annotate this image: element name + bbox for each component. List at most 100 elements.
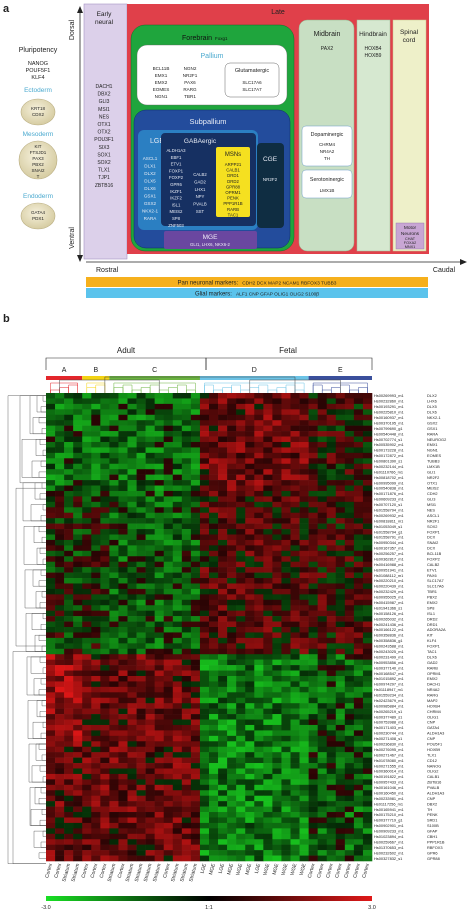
heatmap-cell	[55, 692, 65, 699]
heatmap-cell	[353, 561, 364, 568]
heatmap-cell	[91, 833, 101, 840]
heatmap-cell	[254, 621, 264, 628]
heatmap-cell	[344, 572, 355, 579]
heatmap-cell	[109, 806, 119, 813]
heatmap-cell	[362, 523, 373, 530]
heatmap-cell	[344, 561, 355, 568]
heatmap-cell	[263, 681, 273, 688]
heatmap-cell	[353, 779, 364, 786]
heatmap-cell	[55, 637, 65, 644]
heatmap-cell	[82, 512, 92, 519]
heatmap-cell	[362, 822, 373, 829]
heatmap-cell	[209, 730, 219, 737]
heatmap-cell	[82, 463, 92, 470]
heatmap-cell	[362, 556, 373, 562]
heatmap-cell	[290, 724, 300, 731]
heatmap-cell	[254, 719, 264, 726]
row-probe-label: Hs01053049_s1	[374, 524, 402, 529]
heatmap-cell	[218, 594, 228, 601]
heatmap-cell	[199, 545, 210, 552]
heatmap-cell	[353, 431, 364, 437]
heatmap-cell	[209, 529, 219, 535]
heatmap-cell	[281, 773, 291, 780]
heatmap-cell	[64, 692, 74, 699]
heatmap-cell	[163, 431, 174, 437]
row-gene-label: CDH2	[427, 491, 438, 496]
heatmap-cell	[91, 714, 101, 720]
heatmap-cell	[272, 447, 282, 454]
heatmap-cell	[308, 654, 318, 660]
heatmap-cell	[163, 714, 174, 720]
heatmap-cell	[199, 757, 210, 764]
heatmap-cell	[163, 425, 174, 432]
heatmap-cell	[344, 420, 355, 426]
heatmap-cell	[46, 839, 56, 845]
column-sample-label: Cortex	[316, 862, 326, 878]
heatmap-cell	[145, 724, 155, 731]
heatmap-cell	[73, 414, 83, 421]
heatmap-cell	[163, 534, 174, 541]
heatmap-cell	[281, 648, 291, 655]
heatmap-cell	[118, 496, 128, 503]
row-probe-label: Hs00360014_m1	[374, 769, 404, 774]
heatmap-cell	[245, 458, 255, 465]
heatmap-cell	[118, 719, 128, 726]
heatmap-cell	[199, 850, 210, 856]
heatmap-cell	[109, 550, 119, 557]
heatmap-cell	[326, 735, 337, 742]
heatmap-cell	[290, 730, 300, 737]
heatmap-cell	[64, 572, 74, 579]
heatmap-cell	[55, 855, 65, 862]
heatmap-cell	[154, 539, 165, 546]
heatmap-cell	[245, 768, 255, 775]
heatmap-cell	[326, 523, 337, 530]
cluster-bar	[82, 376, 110, 380]
heatmap-cell	[91, 741, 101, 748]
heatmap-cell	[209, 822, 219, 829]
heatmap-cell	[154, 616, 165, 622]
heatmap-cell	[73, 529, 83, 535]
heatmap-cell	[290, 485, 300, 492]
heatmap-cell	[227, 485, 237, 492]
heatmap-cell	[362, 686, 373, 693]
heatmap-cell	[218, 436, 228, 443]
heatmap-cell	[281, 746, 291, 753]
heatmap-cell	[209, 812, 219, 818]
heatmap-cell	[64, 773, 74, 780]
heatmap-cell	[236, 801, 246, 807]
heatmap-cell	[163, 828, 174, 835]
heatmap-cell	[335, 436, 346, 443]
heatmap-cell	[344, 496, 355, 503]
heatmap-cell	[209, 588, 219, 595]
column-dendrogram-branch	[140, 387, 151, 393]
heatmap-cell	[181, 490, 192, 497]
heatmap-cell	[209, 735, 219, 742]
row-dendrogram-branch	[30, 656, 46, 674]
lge-gene: DLX5	[144, 179, 156, 184]
heatmap-cell	[317, 627, 328, 633]
heatmap-cell	[55, 665, 65, 671]
heatmap-cell	[209, 545, 219, 552]
heatmap-cell	[91, 447, 101, 454]
heatmap-cell	[209, 474, 219, 481]
mge-genes: GLI1, LHX6, NKX6-2	[190, 242, 230, 247]
heatmap-cell	[136, 621, 146, 628]
heatmap-cell	[82, 567, 92, 573]
heatmap-cell	[290, 855, 300, 862]
heatmap-cell	[344, 850, 355, 856]
heatmap-cell	[100, 665, 110, 671]
motor-neurons-box	[395, 222, 425, 250]
heatmap-cell	[82, 643, 92, 650]
heatmap-cell	[263, 610, 273, 617]
heatmap-cell	[218, 724, 228, 731]
heatmap-cell	[263, 741, 273, 748]
heatmap-cell	[308, 686, 318, 693]
heatmap-cell	[218, 822, 228, 829]
heatmap-cell	[145, 708, 155, 715]
heatmap-cell	[290, 599, 300, 606]
row-gene-label: HOXB9	[427, 747, 440, 752]
heatmap-cell	[227, 768, 237, 775]
heatmap-cell	[199, 605, 210, 611]
heatmap-cell	[218, 507, 228, 514]
heatmap-cell	[199, 714, 210, 720]
